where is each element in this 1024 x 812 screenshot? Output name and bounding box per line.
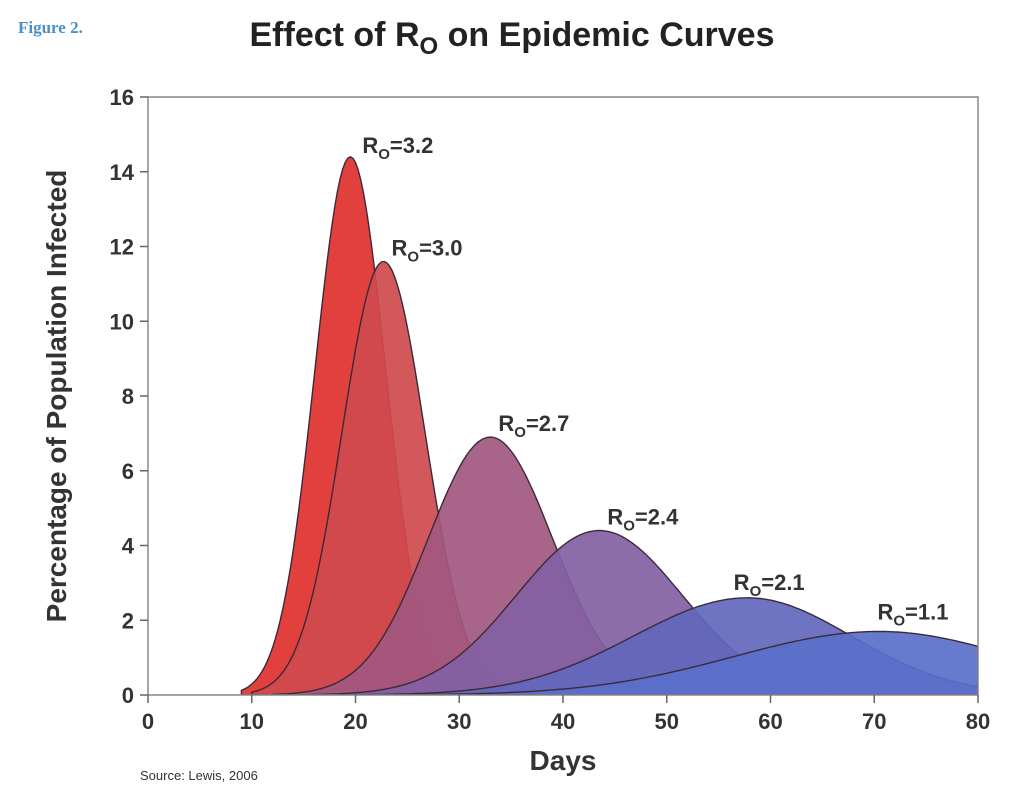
- x-axis: 0 10 20 30 40 50 60 70 80: [142, 695, 990, 734]
- chart-title: Effect of RO on Epidemic Curves: [0, 16, 1024, 61]
- y-axis-title: Percentage of Population Infected: [41, 170, 72, 623]
- y-tick-label: 10: [110, 309, 134, 334]
- title-rest: on Epidemic Curves: [438, 16, 775, 54]
- y-tick-label: 4: [122, 534, 135, 559]
- series-label: RO=3.2: [362, 133, 433, 163]
- series-areas: [240, 155, 978, 695]
- y-tick-label: 16: [110, 85, 134, 110]
- x-tick-label: 0: [142, 709, 154, 734]
- figure-label: Figure 2.: [18, 18, 83, 37]
- title-main: Effect of R: [249, 16, 420, 54]
- series-label: RO=2.4: [607, 505, 679, 535]
- y-tick-label: 6: [122, 459, 134, 484]
- series-label: RO=2.1: [734, 570, 805, 600]
- x-tick-label: 70: [862, 709, 886, 734]
- y-tick-label: 0: [122, 683, 134, 708]
- x-tick-label: 10: [240, 709, 264, 734]
- y-tick-label: 8: [122, 384, 134, 409]
- series-area: [406, 630, 978, 695]
- series-labels: RO=3.2 RO=3.0 RO=2.7 RO=2.4 RO=2.1 RO=1.1: [362, 133, 948, 630]
- series-label: RO=2.7: [498, 411, 569, 441]
- x-tick-label: 30: [447, 709, 471, 734]
- y-tick-label: 12: [110, 235, 134, 260]
- y-tick-label: 14: [110, 160, 135, 185]
- x-tick-label: 50: [655, 709, 679, 734]
- x-axis-title: Days: [530, 745, 597, 776]
- x-tick-label: 20: [343, 709, 367, 734]
- series-label: RO=1.1: [877, 599, 948, 629]
- y-axis: 0 2 4 6 8 10 12 14 16: [110, 85, 148, 708]
- x-tick-label: 80: [966, 709, 990, 734]
- title-subscript: O: [419, 33, 439, 60]
- y-tick-label: 2: [122, 608, 134, 633]
- x-tick-label: 60: [758, 709, 782, 734]
- source-note: Source: Lewis, 2006: [140, 768, 258, 783]
- x-tick-label: 40: [551, 709, 575, 734]
- series-label: RO=3.0: [392, 235, 463, 265]
